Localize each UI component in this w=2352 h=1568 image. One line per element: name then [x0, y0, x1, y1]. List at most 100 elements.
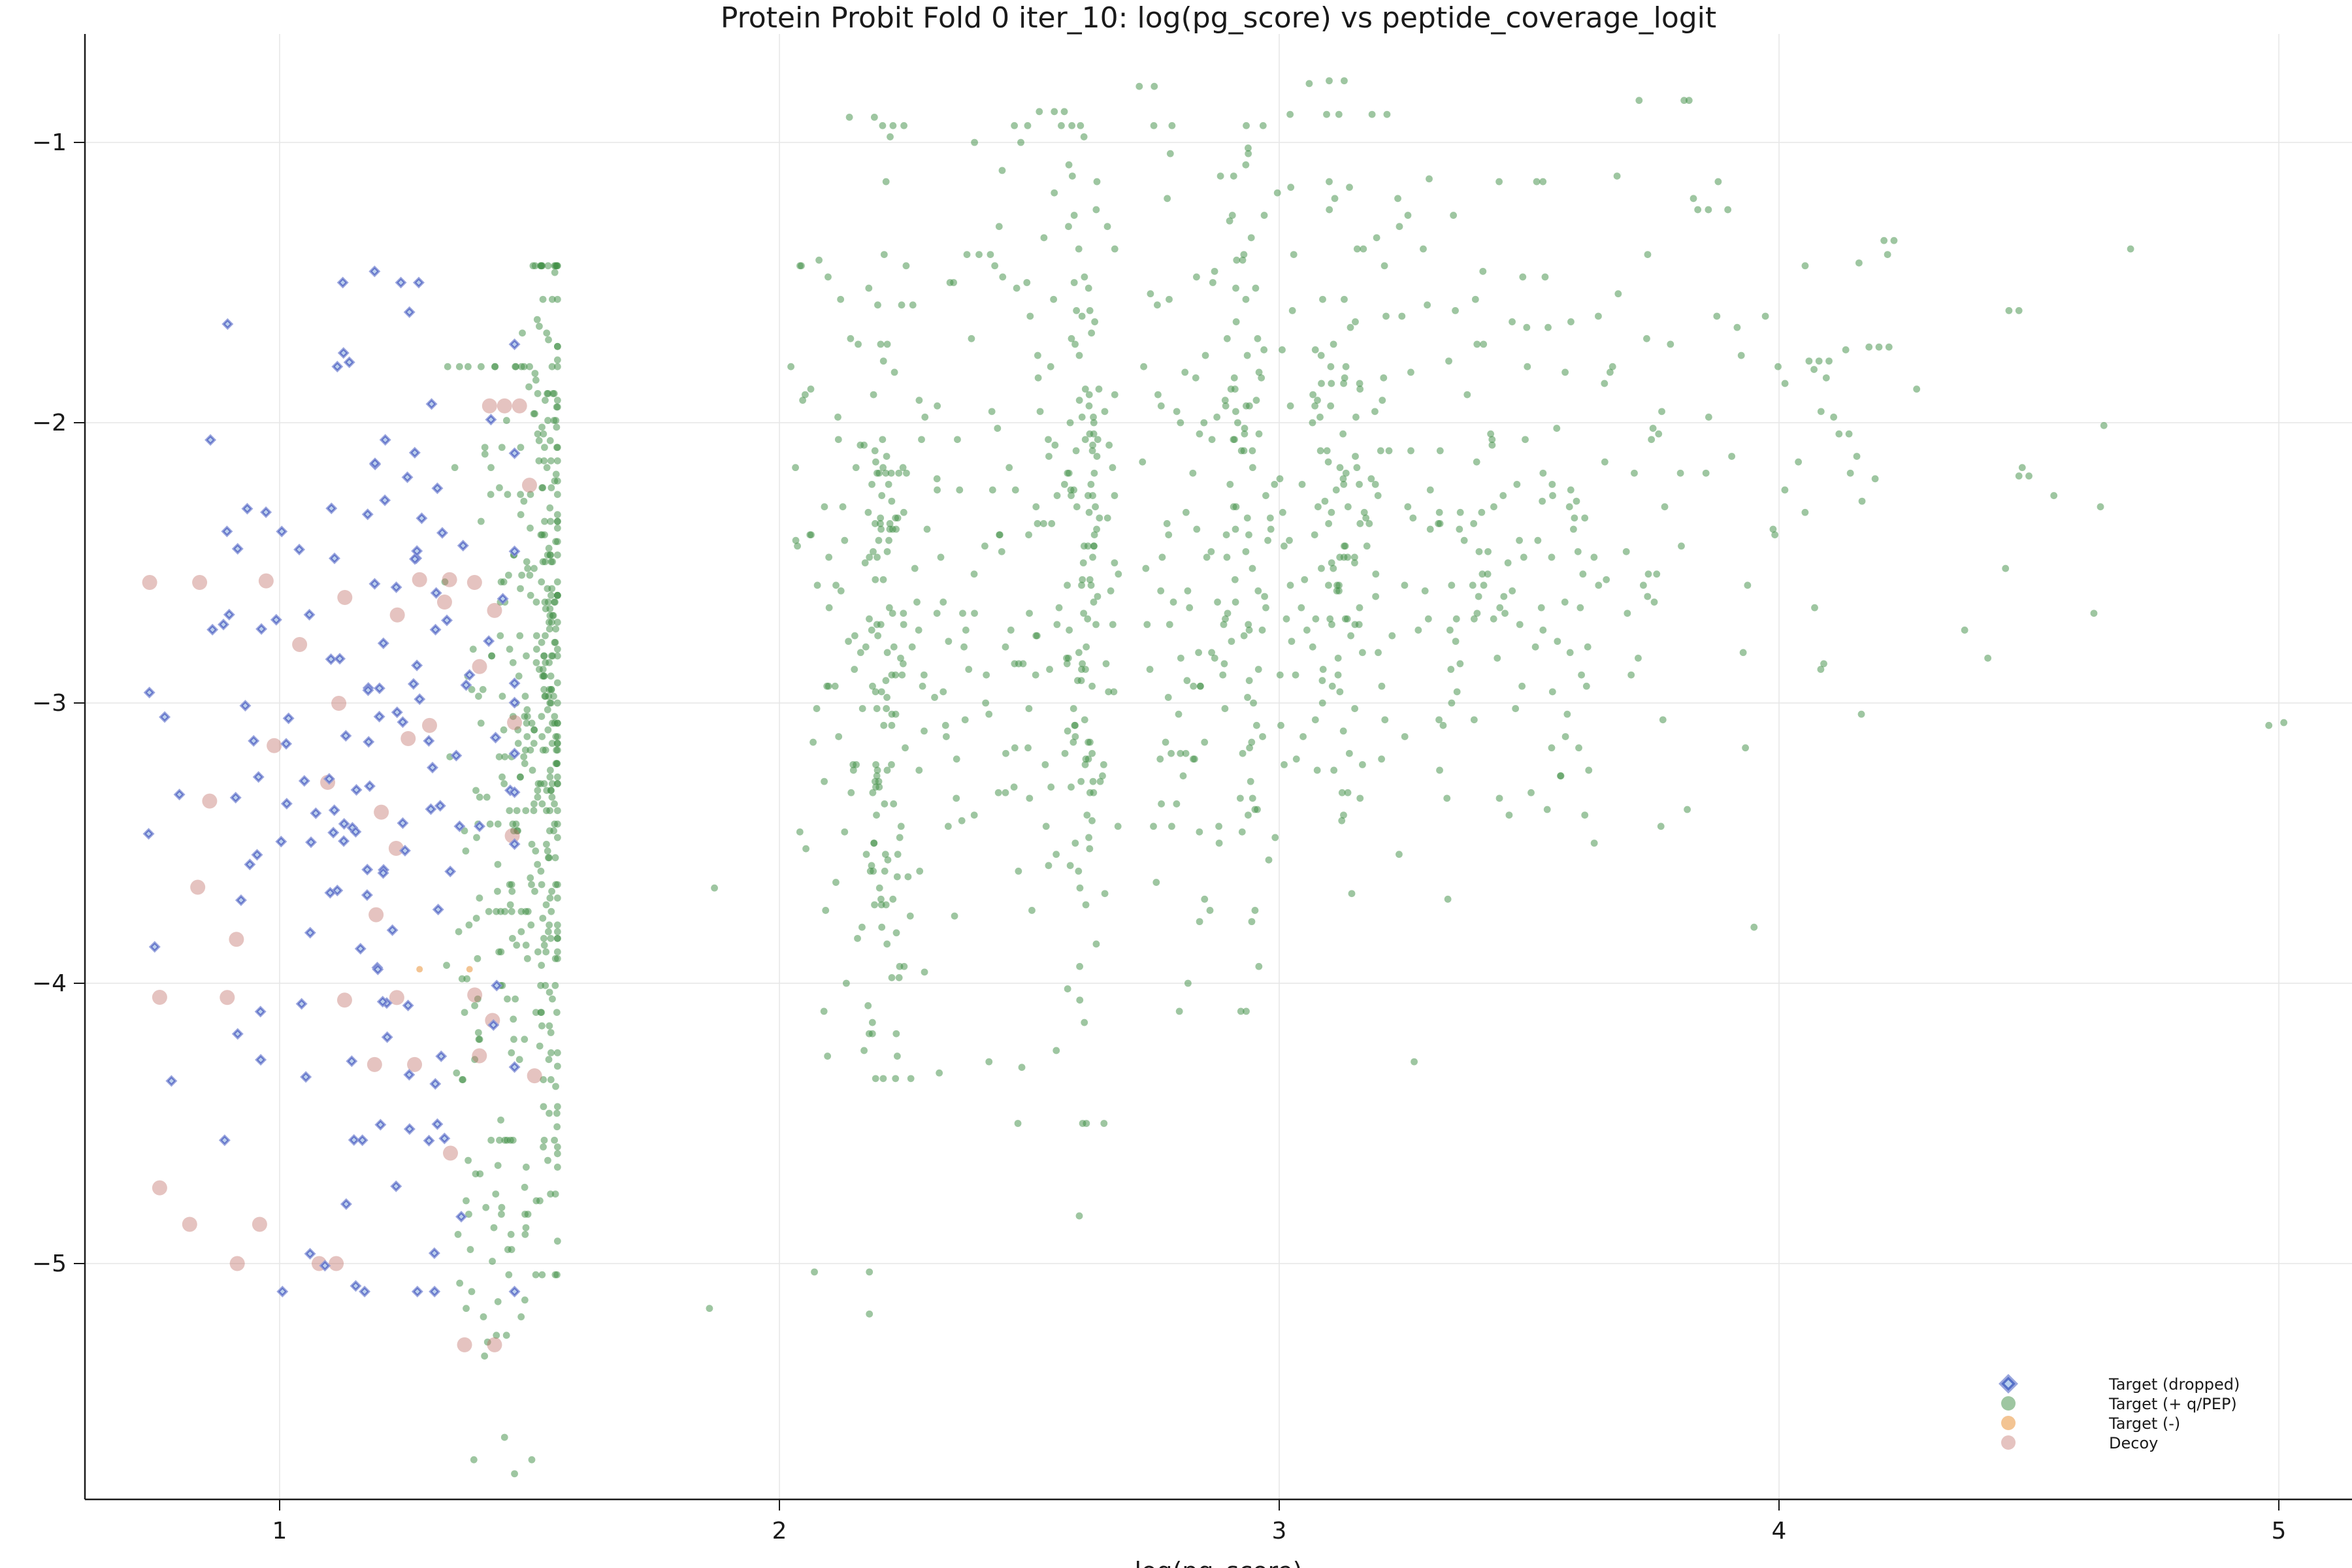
point-target-q-pep	[549, 719, 556, 727]
point-target-q-pep	[794, 542, 801, 550]
x-axis-label: log(pg_score)	[1135, 1557, 1303, 1568]
point-target-q-pep	[1265, 856, 1273, 864]
point-target-q-pep	[883, 547, 891, 555]
legend-label: Target (+ q/PEP)	[2108, 1395, 2237, 1413]
point-target-q-pep	[892, 1030, 900, 1037]
point-target-q-pep	[532, 847, 540, 855]
point-target-q-pep	[892, 929, 900, 937]
point-target-q-pep	[1684, 806, 1691, 813]
point-target-q-pep	[1271, 480, 1279, 488]
point-target-q-pep	[551, 1136, 559, 1144]
point-target-q-pep	[1356, 385, 1364, 393]
point-target-q-pep	[890, 800, 898, 808]
point-target-q-pep	[1262, 604, 1269, 612]
point-target-q-pep	[801, 391, 809, 399]
point-target-q-pep	[534, 948, 542, 956]
point-target-q-pep	[1017, 139, 1024, 146]
point-target-q-pep	[1086, 738, 1094, 746]
point-diamond-core	[329, 506, 334, 511]
point-target-q-pep	[487, 464, 495, 472]
point-target-q-pep	[1246, 744, 1254, 752]
point-target-q-pep	[1249, 464, 1256, 472]
point-target-q-pep	[880, 251, 888, 258]
point-target-q-pep	[1075, 351, 1083, 359]
point-target-q-pep	[1208, 436, 1216, 444]
point-target-q-pep	[1298, 604, 1305, 612]
point-target-q-pep	[544, 1156, 551, 1164]
point-diamond-core	[426, 738, 431, 743]
point-decoy	[487, 1337, 502, 1352]
point-target-q-pep	[1548, 688, 1556, 696]
point-target-q-pep	[1473, 458, 1480, 466]
point-target-q-pep	[1548, 553, 1556, 561]
point-decoy	[258, 573, 274, 589]
point-target-q-pep	[1290, 251, 1298, 258]
point-target-q-pep	[553, 1049, 561, 1056]
point-target-q-pep	[1061, 749, 1069, 757]
point-target-q-pep	[1034, 351, 1041, 359]
point-target-q-pep	[1509, 318, 1516, 325]
point-target-q-pep	[515, 672, 523, 680]
point-diamond-core	[491, 1022, 496, 1028]
point-target-q-pep	[1317, 351, 1325, 359]
point-target-q-pep	[897, 823, 905, 830]
point-target-q-pep	[546, 827, 553, 835]
point-target-q-pep	[1177, 654, 1184, 662]
point-target-q-pep	[1109, 464, 1117, 472]
point-target-q-pep	[1359, 649, 1366, 657]
point-target-q-pep	[1186, 604, 1194, 612]
point-diamond-core	[407, 310, 412, 315]
point-target-q-pep	[1326, 615, 1334, 623]
point-target-q-pep	[1345, 749, 1353, 757]
point-target-q-pep	[1110, 688, 1118, 696]
point-target-q-pep	[902, 744, 909, 752]
point-target-q-pep	[1109, 621, 1117, 629]
point-target-q-pep	[1250, 699, 1257, 707]
point-target-q-pep	[1394, 195, 1401, 203]
point-target-q-pep	[1073, 503, 1081, 511]
point-target-q-pep	[1739, 649, 1747, 657]
point-target-q-pep	[1584, 643, 1592, 651]
point-target-q-pep	[1309, 643, 1316, 651]
point-target-q-pep	[1367, 475, 1375, 483]
point-target-q-pep	[469, 645, 477, 653]
point-target-q-pep	[1207, 547, 1215, 555]
point-target-q-pep	[1055, 604, 1063, 612]
point-target-q-pep	[553, 834, 561, 841]
point-target-q-pep	[542, 632, 549, 640]
point-target-q-pep	[537, 780, 544, 787]
point-target-q-pep	[553, 511, 561, 519]
point-target-q-pep	[551, 713, 559, 720]
point-target-q-pep	[546, 625, 553, 633]
point-target-q-pep	[502, 417, 510, 424]
point-target-q-pep	[540, 1103, 547, 1111]
point-target-q-pep	[860, 441, 868, 449]
point-target-q-pep	[1007, 627, 1015, 634]
point-target-q-pep	[1639, 581, 1647, 589]
point-target-q-pep	[1071, 840, 1079, 847]
point-target-q-pep	[923, 525, 931, 533]
point-target-q-pep	[1051, 441, 1059, 449]
point-target-q-pep	[885, 604, 893, 612]
point-target-q-pep	[883, 705, 890, 712]
point-target-q-pep	[983, 671, 990, 679]
point-target-q-pep	[1495, 794, 1503, 802]
point-target-q-pep	[1245, 150, 1252, 157]
point-target-q-pep	[523, 558, 531, 566]
point-target-q-pep	[1079, 576, 1086, 583]
point-target-q-pep	[1092, 503, 1099, 511]
point-target-q-pep	[1884, 251, 1891, 258]
point-target-q-pep	[553, 773, 561, 781]
point-target-q-pep	[1539, 627, 1547, 634]
point-target-q-pep	[2280, 719, 2288, 727]
point-target-q-pep	[832, 879, 840, 886]
point-target-q-pep	[1089, 777, 1097, 785]
point-target-q-pep	[900, 122, 907, 129]
point-target-q-pep	[545, 544, 553, 552]
point-target-q-pep	[492, 1190, 500, 1198]
point-target-q-pep	[475, 1036, 483, 1043]
point-decoy	[400, 730, 416, 746]
point-diamond-core	[286, 715, 291, 721]
point-target-q-pep	[544, 726, 552, 734]
point-target-q-pep	[1815, 357, 1823, 365]
